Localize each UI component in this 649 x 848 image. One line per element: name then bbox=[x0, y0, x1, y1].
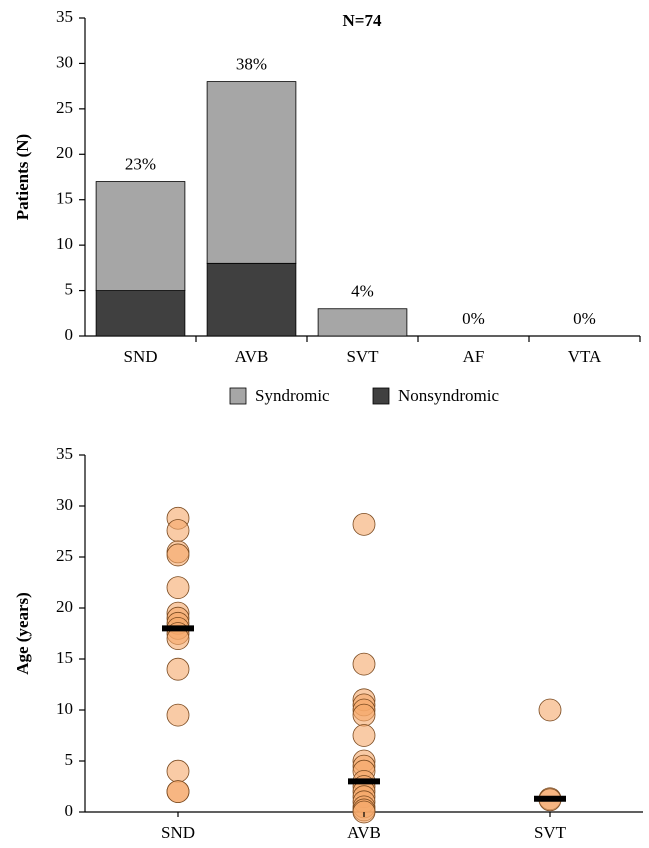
data-point bbox=[166, 543, 190, 567]
y-tick-label: 10 bbox=[56, 234, 73, 253]
x-tick-label: AF bbox=[463, 347, 485, 366]
data-point bbox=[166, 657, 190, 681]
x-tick-label: VTA bbox=[568, 347, 602, 366]
percent-label: 23% bbox=[125, 154, 156, 173]
data-point bbox=[538, 698, 562, 722]
chart-title: N=74 bbox=[343, 11, 382, 30]
y-tick-label: 5 bbox=[65, 750, 74, 769]
bar-segment bbox=[317, 308, 408, 337]
data-point bbox=[166, 576, 190, 599]
bar-segment bbox=[206, 81, 297, 264]
bar-segment bbox=[95, 181, 186, 291]
percent-label: 0% bbox=[573, 309, 596, 328]
data-point bbox=[166, 759, 190, 783]
data-point bbox=[166, 703, 190, 727]
percent-label: 0% bbox=[462, 309, 485, 328]
legend-swatch bbox=[229, 387, 247, 405]
x-tick-label: SVT bbox=[346, 347, 379, 366]
y-tick-label: 15 bbox=[56, 648, 73, 667]
y-tick-label: 30 bbox=[56, 495, 73, 514]
x-tick-label: SND bbox=[123, 347, 157, 366]
legend-label: Nonsyndromic bbox=[398, 386, 500, 405]
data-point bbox=[166, 519, 190, 542]
x-tick-label: SND bbox=[161, 823, 195, 842]
x-tick-label: AVB bbox=[235, 347, 269, 366]
y-tick-label: 35 bbox=[56, 444, 73, 463]
y-tick-label: 5 bbox=[65, 279, 74, 298]
chart: 0 5 10 15 20 25 30 35 SND AVB SVT Age (years) bbox=[13, 444, 643, 842]
y-tick-label: 20 bbox=[56, 143, 73, 162]
y-tick-label: 25 bbox=[56, 546, 73, 565]
y-tick-label: 25 bbox=[56, 98, 73, 117]
x-tick-label: SVT bbox=[534, 823, 567, 842]
y-tick-label: 10 bbox=[56, 699, 73, 718]
chart: 0 5 10 15 20 25 30 35 SND AVB SVT AF VTA N=74 Patients… bbox=[13, 7, 641, 405]
y-tick-label: 15 bbox=[56, 189, 73, 208]
percent-label: 4% bbox=[351, 282, 374, 301]
data-point bbox=[166, 780, 190, 803]
x-tick-label: AVB bbox=[347, 823, 381, 842]
y-tick-label: 0 bbox=[65, 801, 74, 820]
data-point bbox=[352, 703, 376, 727]
bar-segment bbox=[95, 290, 186, 337]
data-point bbox=[352, 724, 376, 747]
percent-label: 38% bbox=[236, 55, 267, 74]
y-tick-label: 20 bbox=[56, 597, 73, 616]
bar-segment bbox=[206, 262, 297, 337]
y-axis-title: Age (years) bbox=[13, 592, 32, 675]
legend-swatch bbox=[372, 387, 390, 405]
data-point bbox=[352, 652, 376, 676]
legend-label: Syndromic bbox=[255, 386, 330, 405]
y-tick-label: 35 bbox=[56, 7, 73, 26]
y-tick-label: 0 bbox=[65, 325, 74, 344]
y-axis-title: Patients (N) bbox=[13, 134, 32, 220]
data-point bbox=[352, 512, 376, 536]
y-tick-label: 30 bbox=[56, 52, 73, 71]
legend: Syndromic Nonsyndromic bbox=[229, 386, 500, 405]
